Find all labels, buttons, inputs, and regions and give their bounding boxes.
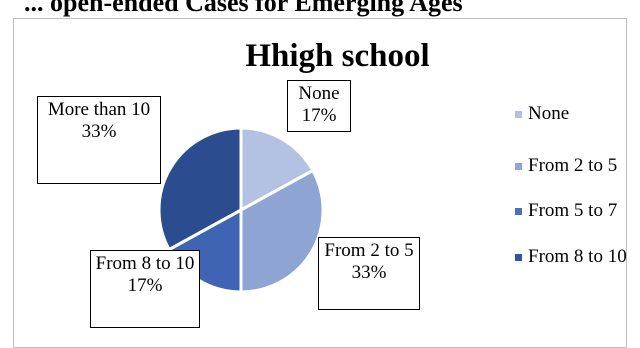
chart-title: Hhigh school [245,38,430,74]
slice-percent: 33% [351,262,387,283]
slice-percent: 17% [301,105,337,126]
pie-slice-1 [239,168,325,294]
slice-name: From 2 to 5 [324,240,414,261]
slice-percent: 17% [127,275,163,296]
pie-slice-3 [157,126,243,252]
slice-label-3: More than 10 33% [37,96,161,184]
slice-label-1: From 2 to 5 33% [318,237,420,310]
slice-name: More than 10 [47,99,151,120]
legend-swatch [515,254,522,261]
slice-name: None [298,83,340,104]
legend-swatch [515,208,522,215]
legend-label: From 5 to 7 [528,200,618,221]
legend-label: From 2 to 5 [528,155,618,176]
slice-name: From 8 to 10 [95,253,195,274]
legend-label: None [528,103,570,124]
slice-percent: 33% [81,121,117,142]
slice-label-2: From 8 to 10 17% [90,250,200,328]
page-heading: ... open-ended Cases for Emerging Ages [24,0,463,17]
slice-label-0: None 17% [287,80,351,132]
pie-chart [157,126,325,294]
legend-swatch [515,111,522,118]
legend-label: From 8 to 10 [528,246,627,267]
pie-slice-0 [239,126,315,213]
legend-swatch [515,163,522,170]
